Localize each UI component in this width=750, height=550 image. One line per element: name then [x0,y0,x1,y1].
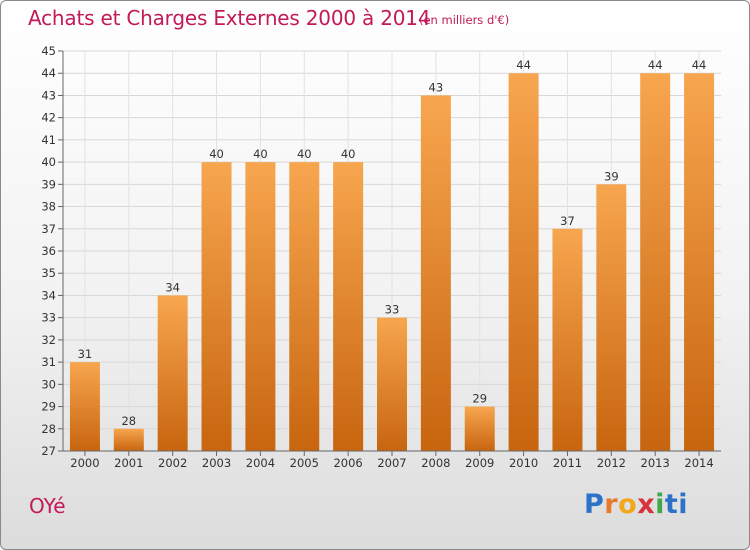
bar-value-label: 39 [604,169,619,183]
y-tick-label: 38 [41,200,56,214]
y-tick-label: 43 [41,88,56,102]
bar [508,73,539,451]
bar [684,73,715,451]
bar-value-label: 37 [560,214,575,228]
y-tick-label: 31 [41,355,56,369]
bar-value-label: 44 [648,58,663,72]
bar-value-label: 44 [692,58,707,72]
bar-value-label: 40 [297,147,312,161]
bar-value-label: 44 [516,58,531,72]
x-tick-label: 2004 [246,456,275,470]
x-tick-label: 2011 [553,456,582,470]
x-tick-label: 2003 [202,456,231,470]
logo-letter: x [637,489,656,520]
bar-value-label: 29 [472,392,487,406]
y-tick-label: 35 [41,266,56,280]
bar [552,228,583,451]
logo-letter: i [678,489,689,520]
x-tick-label: 2007 [377,456,406,470]
x-tick-label: 2006 [333,456,362,470]
bar [113,428,144,451]
bar-value-label: 33 [385,303,400,317]
y-tick-label: 36 [41,244,56,258]
bar-value-label: 34 [165,280,180,294]
logo-letter: P [584,489,605,520]
proxiti-logo: Proxiti [584,489,688,520]
bar [377,317,407,451]
y-tick-label: 44 [41,66,56,80]
logo-letter: o [618,489,638,520]
y-tick-label: 28 [41,422,56,436]
bar [333,162,364,451]
y-tick-label: 29 [41,400,56,414]
y-tick-label: 39 [41,177,56,191]
x-tick-label: 2014 [684,456,713,470]
chart-title: Achats et Charges Externes 2000 à 2014 [28,6,431,30]
x-tick-label: 2005 [290,456,319,470]
bar [464,406,495,451]
x-tick-label: 2013 [641,456,670,470]
axis-layer: 27 28 29 30 31 32 33 34 35 36 37 38 39 40 41 42 43 44 45 20… [41,44,721,470]
bar-value-label: 40 [253,147,268,161]
y-tick-label: 33 [41,311,56,325]
x-tick-label: 2008 [421,456,450,470]
bar [596,184,627,452]
bar-value-label: 28 [121,414,136,428]
bar [640,73,671,451]
bar-value-label: 40 [341,147,356,161]
x-tick-label: 2001 [114,456,143,470]
bar [420,95,451,451]
y-tick-label: 27 [41,444,56,458]
commune-name: OYé [29,494,66,518]
bar [289,162,320,451]
bar [201,162,232,451]
x-tick-label: 2002 [158,456,187,470]
bar [245,162,276,451]
bar [69,362,100,451]
bar-value-label: 40 [209,147,224,161]
bar-value-label: 31 [78,347,93,361]
y-tick-label: 45 [41,44,56,58]
logo-letter: r [604,489,619,520]
logo-letter: t [664,489,679,520]
bar-value-label: 43 [429,80,444,94]
y-tick-label: 30 [41,377,56,391]
x-tick-label: 2010 [509,456,538,470]
y-tick-label: 32 [41,333,56,347]
bar-layer: 31 28 34 40 40 40 40 33 43 29 44 37 39 44 44 [69,58,715,452]
y-tick-label: 37 [41,222,56,236]
x-tick-label: 2000 [70,456,99,470]
y-tick-label: 42 [41,111,56,125]
y-tick-label: 41 [41,133,56,147]
y-tick-label: 40 [41,155,56,169]
y-tick-label: 34 [41,288,56,302]
bar [157,295,188,451]
x-tick-label: 2012 [597,456,626,470]
x-tick-label: 2009 [465,456,494,470]
logo-letter: i [655,489,665,520]
chart-subtitle: (en milliers d'€) [419,13,510,27]
